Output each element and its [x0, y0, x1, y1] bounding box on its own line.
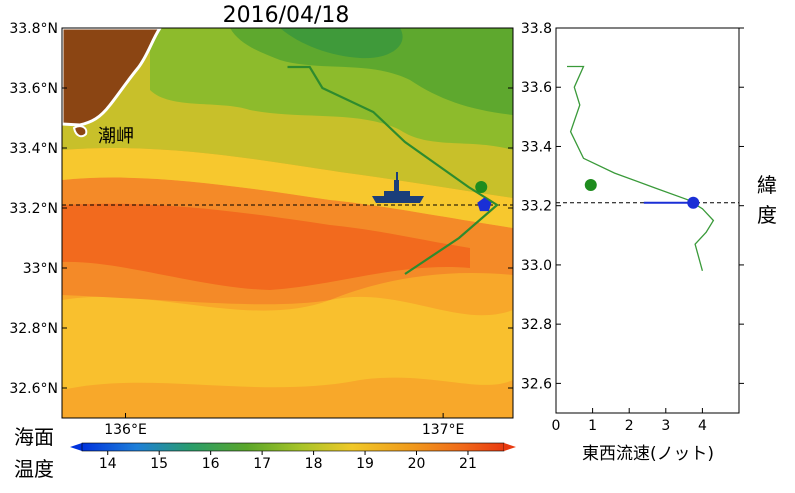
profile-y-tick-label: 33.6: [521, 80, 552, 96]
profile-frame: [555, 27, 740, 414]
map-lat-tick-label: 33°N: [23, 261, 58, 277]
profile-y-axis: 32.6 32.8 33.0 33.2 33.4 33.6 33.8: [521, 21, 744, 392]
map-latitude-axis: 32.6°N 32.8°N 33°N 33.2°N 33.4°N 33.6°N 33.8°N: [9, 21, 513, 397]
colorbar-label-line2: 温度: [14, 457, 54, 481]
colorbar-max-arrow: [504, 443, 516, 451]
profile-y-tick-label: 33.0: [521, 258, 552, 274]
profile-x-tick-label: 3: [661, 418, 670, 434]
map-marker-pentagon: [477, 197, 492, 212]
map-lon-tick-label: 136°E: [104, 422, 147, 438]
map-lat-tick-label: 33.2°N: [9, 201, 58, 217]
sst-map: [62, 28, 513, 418]
sst-field-deepgreen: [280, 28, 403, 59]
profile-x-axis: 0 1 2 3 4: [552, 408, 707, 434]
profile-x-tick-label: 0: [552, 418, 561, 434]
colorbar-label-line1: 海面: [14, 425, 54, 449]
profile-x-label: 東西流速(ノット): [582, 444, 714, 464]
sst-field-yellow: [62, 148, 513, 228]
colorbar-tick-label: 14: [99, 456, 117, 472]
place-label-shionomisaki: 潮岬: [98, 126, 134, 147]
colorbar-tick-label: 21: [459, 456, 477, 472]
map-lon-tick-label: 137°E: [422, 422, 465, 438]
profile-x-tick-label: 2: [625, 418, 634, 434]
colorbar-tick-label: 19: [356, 456, 374, 472]
map-marker-circle: [475, 181, 488, 193]
colorbar-tick-label: 20: [408, 456, 426, 472]
profile-series-layer: [567, 65, 715, 271]
profile-marker-green: [584, 178, 597, 191]
profile-side-label-char2: 度: [757, 203, 777, 227]
map-lat-tick-label: 32.6°N: [9, 381, 58, 397]
colorbar-min-arrow: [70, 443, 82, 451]
colorbar-tick-label: 16: [202, 456, 220, 472]
colorbar: 14 15 16 17 18 19 20 21: [70, 442, 516, 472]
land-islet: [72, 125, 88, 138]
colorbar-tick-label: 18: [305, 456, 323, 472]
map-lat-tick-label: 33.6°N: [9, 81, 58, 97]
map-frame: [61, 27, 514, 419]
colorbar-bar: [81, 442, 505, 452]
ship-icon: [372, 172, 424, 203]
map-lat-tick-label: 33.8°N: [9, 21, 58, 37]
sst-field-hot: [62, 203, 470, 290]
profile-side-label-char1: 緯: [757, 173, 777, 197]
profile-y-tick-label: 33.8: [521, 21, 552, 37]
colorbar-ticks: 14 15 16 17 18 19 20 21: [99, 451, 477, 472]
velocity-profile: 32.6 32.8 33.0 33.2 33.4 33.6 33.8 0 1 2 3 4: [521, 21, 744, 434]
profile-y-tick-label: 32.6: [521, 376, 552, 392]
profile-y-tick-label: 32.8: [521, 317, 552, 333]
profile-velocity-line: [567, 65, 715, 271]
map-longitude-axis: 136°E 137°E: [104, 413, 464, 438]
map-lat-tick-label: 33.4°N: [9, 141, 58, 157]
land-kii-peninsula: [62, 28, 162, 127]
sst-field-darkgreen: [230, 28, 513, 115]
profile-x-tick-label: 1: [588, 418, 597, 434]
chart-title: 2016/04/18: [223, 3, 350, 28]
map-track-layer: [287, 65, 499, 275]
profile-y-tick-label: 33.2: [521, 199, 552, 215]
map-lat-tick-label: 32.8°N: [9, 321, 58, 337]
profile-marker-blue: [687, 196, 700, 209]
profile-x-tick-label: 4: [698, 418, 707, 434]
colorbar-tick-label: 17: [253, 456, 271, 472]
colorbar-tick-label: 15: [150, 456, 168, 472]
profile-y-tick-label: 33.4: [521, 139, 552, 155]
sst-field-south-warm: [62, 377, 513, 418]
map-ship-track: [287, 65, 499, 275]
